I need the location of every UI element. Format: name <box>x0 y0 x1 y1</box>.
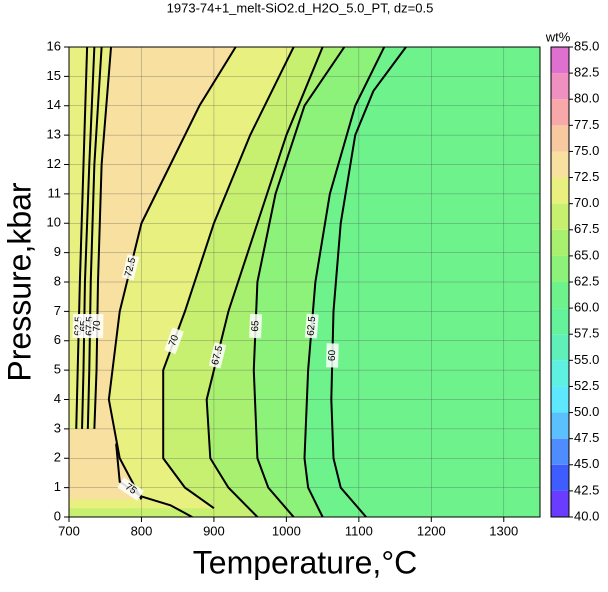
colorbar-segment <box>551 386 569 413</box>
x-tick-label: 1000 <box>272 523 301 538</box>
contour-label-bg <box>121 254 140 281</box>
y-tick-label: 13 <box>47 127 61 142</box>
colorbar-tick-label: 70.0 <box>574 195 599 210</box>
x-tick-label: 900 <box>203 523 225 538</box>
contour-label-bg <box>249 313 263 339</box>
colorbar-tick-label: 85.0 <box>574 38 599 53</box>
colorbar-segment <box>551 125 569 152</box>
colorbar-tick-label: 75.0 <box>574 143 599 158</box>
colorbar-segment <box>551 360 569 387</box>
colorbar-segment <box>551 203 569 230</box>
colorbar-segment <box>551 255 569 282</box>
colorbar-tick-label: 47.5 <box>574 430 599 445</box>
x-tick-label: 1300 <box>489 523 518 538</box>
colorbar-segment <box>551 151 569 178</box>
y-tick-label: 6 <box>54 332 61 347</box>
x-tick-label: 800 <box>131 523 153 538</box>
y-tick-label: 8 <box>54 273 61 288</box>
y-tick-label: 5 <box>54 362 61 377</box>
contour-label-group: 60 <box>326 343 339 368</box>
y-tick-label: 10 <box>47 215 61 230</box>
contour-label-bg <box>117 477 144 501</box>
y-tick-label: 9 <box>54 244 61 259</box>
contour-line <box>86 47 103 429</box>
y-tick-label: 14 <box>47 97 61 112</box>
colorbar-tick-label: 67.5 <box>574 221 599 236</box>
colorbar-tick-label: 42.5 <box>574 482 599 497</box>
contour-label: 60 <box>327 349 338 361</box>
colorbar-tick-label: 45.0 <box>574 456 599 471</box>
colorbar-segment <box>551 229 569 256</box>
contour-label-bg <box>326 343 339 368</box>
colorbar-tick-label: 57.5 <box>574 326 599 341</box>
contour-label-group: 65 <box>249 313 263 339</box>
contour-fill <box>69 47 236 500</box>
contour-label-bg <box>91 313 104 339</box>
colorbar-tick-label: 52.5 <box>574 378 599 393</box>
contour-label-group: 62.5 <box>304 313 319 339</box>
x-tick-label: 1100 <box>345 523 373 538</box>
colorbar-segment <box>551 464 569 491</box>
y-tick-label: 2 <box>54 450 61 465</box>
colorbar-segment <box>551 438 569 465</box>
contour-line <box>115 443 193 517</box>
contour-label: 70 <box>92 320 103 332</box>
contour-label-group: 67.5 <box>208 342 227 369</box>
colorbar-tick-label: 60.0 <box>574 300 599 315</box>
y-tick-label: 15 <box>47 68 61 83</box>
contour-label: 62.5 <box>306 315 319 336</box>
colorbar-segment <box>551 308 569 335</box>
contour-label: 67.5 <box>84 316 95 336</box>
colorbar-tick-label: 62.5 <box>574 273 599 288</box>
colorbar-segment <box>551 490 569 517</box>
x-tick-label: 1200 <box>417 523 446 538</box>
y-tick-label: 12 <box>47 156 61 171</box>
contour-label-group: 75 <box>117 477 144 501</box>
contour-line <box>93 47 113 429</box>
colorbar-segment <box>551 412 569 439</box>
contour-line <box>81 47 96 429</box>
contour-label-bg <box>208 342 227 369</box>
y-tick-label: 0 <box>54 508 61 523</box>
colorbar-tick-label: 65.0 <box>574 247 599 262</box>
colorbar-tick-label: 82.5 <box>574 65 599 80</box>
contour-label-group: 70 <box>91 313 104 339</box>
y-tick-label: 1 <box>54 479 61 494</box>
colorbar-tick-label: 77.5 <box>574 117 599 132</box>
y-tick-label: 11 <box>48 185 62 200</box>
colorbar-segment <box>551 47 569 74</box>
colorbar-segment <box>551 334 569 361</box>
colorbar-segment <box>551 282 569 309</box>
colorbar-tick-label: 55.0 <box>574 352 599 367</box>
colorbar-tick-label: 40.0 <box>574 508 599 523</box>
x-axis-title: Temperature,°C <box>193 544 417 580</box>
y-tick-label: 16 <box>47 38 61 53</box>
x-tick-label: 700 <box>58 523 80 538</box>
contour-label-group: 72.5 <box>121 254 140 281</box>
contour-label: 72.5 <box>123 256 138 278</box>
contour-line <box>330 47 407 517</box>
colorbar-tick-label: 80.0 <box>574 91 599 106</box>
contour-label: 70 <box>167 333 181 348</box>
y-tick-label: 7 <box>54 303 61 318</box>
contour-line <box>75 47 89 429</box>
contour-label-bg <box>304 313 319 339</box>
colorbar-tick-label: 50.0 <box>574 404 599 419</box>
colorbar-title: wt% <box>545 29 571 44</box>
contour-label: 67.5 <box>210 344 225 366</box>
y-tick-label: 4 <box>54 391 61 406</box>
colorbar-segment <box>551 177 569 204</box>
y-axis-title: Pressure,kbar <box>1 182 37 382</box>
colorbar-segment <box>551 99 569 126</box>
colorbar-segment <box>551 73 569 100</box>
contour-label: 65 <box>250 320 261 332</box>
contour-label-bg <box>164 327 184 355</box>
y-tick-label: 3 <box>54 420 61 435</box>
contour-label-group: 70 <box>164 327 184 355</box>
colorbar-tick-label: 72.5 <box>574 169 599 184</box>
chart-title: 1973-74+1_melt-SiO2.d_H2O_5.0_PT, dz=0.5 <box>167 0 434 15</box>
